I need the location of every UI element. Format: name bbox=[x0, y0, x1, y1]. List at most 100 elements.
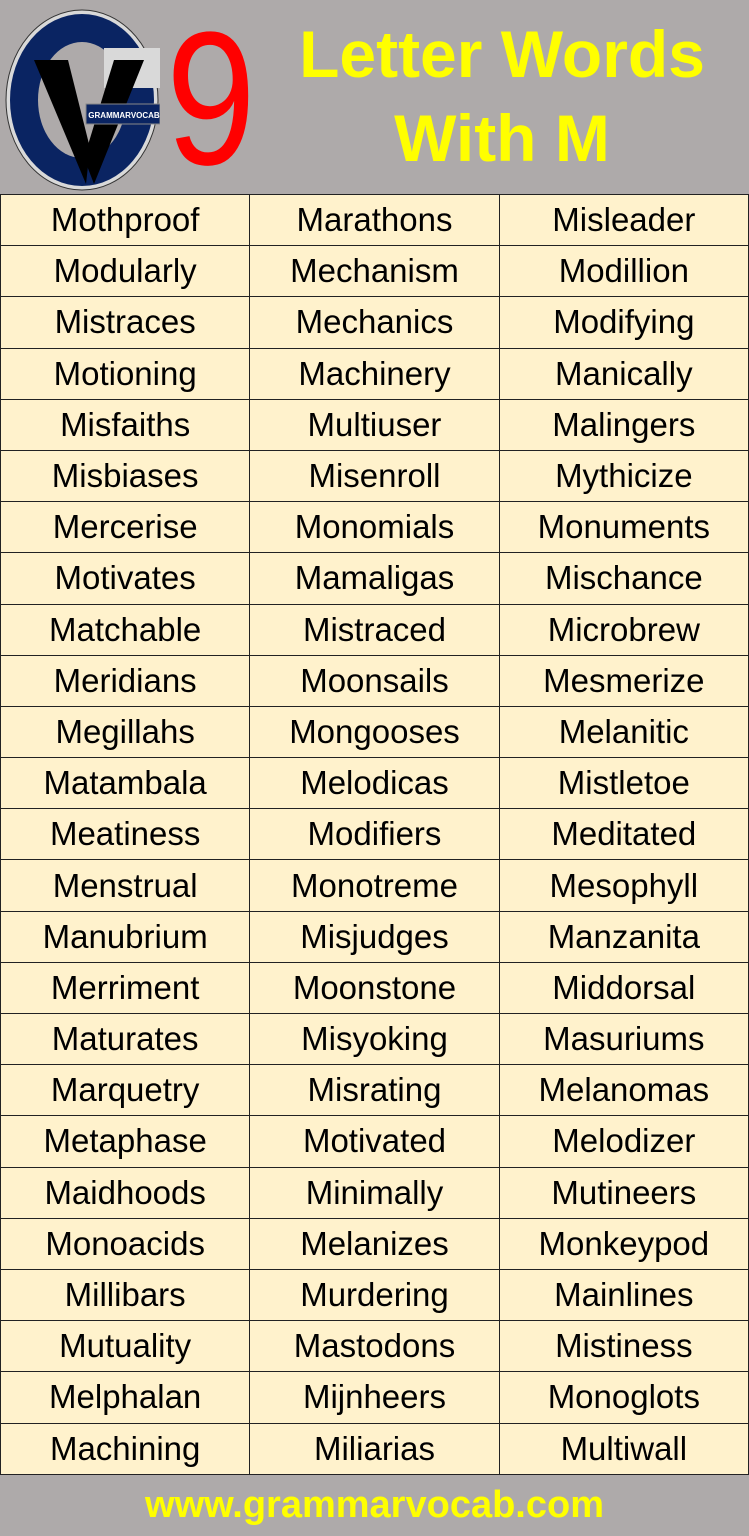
word-cell: Modifying bbox=[498, 296, 749, 349]
word-cell: Mythicize bbox=[498, 449, 749, 503]
word-cell: Megillahs bbox=[0, 705, 251, 759]
word-cell: Motivates bbox=[0, 552, 251, 605]
word-cell: Masuriums bbox=[498, 1012, 749, 1066]
word-cell: Mischance bbox=[498, 552, 749, 605]
word-cell: Machinery bbox=[249, 347, 500, 400]
table-row: Misbiases Misenroll Mythicize bbox=[0, 449, 749, 503]
grammarvocab-logo: GRAMMARVOCAB bbox=[5, 9, 160, 191]
word-cell: Mesophyll bbox=[498, 859, 749, 912]
table-row: Motioning Machinery Manically bbox=[0, 347, 749, 400]
table-row: Mercerise Monomials Monuments bbox=[0, 501, 749, 554]
word-cell: Mistletoe bbox=[498, 757, 749, 810]
word-cell: Manubrium bbox=[0, 910, 251, 963]
word-cell: Modifiers bbox=[249, 808, 500, 861]
table-row: Machining Miliarias Multiwall bbox=[0, 1422, 749, 1475]
table-row: Matchable Mistraced Microbrew bbox=[0, 603, 749, 656]
word-cell: Mainlines bbox=[498, 1268, 749, 1322]
word-cell: Millibars bbox=[0, 1268, 251, 1322]
word-cell: Middorsal bbox=[498, 961, 749, 1015]
word-cell: Monuments bbox=[498, 501, 749, 554]
word-cell: Malingers bbox=[498, 398, 749, 451]
word-cell: Mechanism bbox=[249, 245, 500, 298]
word-cell: Monomials bbox=[249, 501, 500, 554]
word-cell: Mistraced bbox=[249, 603, 500, 656]
word-cell: Melodizer bbox=[498, 1115, 749, 1168]
word-cell: Misrating bbox=[249, 1064, 500, 1117]
table-row: Matambala Melodicas Mistletoe bbox=[0, 757, 749, 810]
word-cell: Misyoking bbox=[249, 1012, 500, 1066]
word-cell: Misbiases bbox=[0, 449, 251, 503]
word-cell: Melanizes bbox=[249, 1217, 500, 1270]
word-cell: Mistraces bbox=[0, 296, 251, 349]
table-row: Millibars Murdering Mainlines bbox=[0, 1268, 749, 1322]
word-cell: Manzanita bbox=[498, 910, 749, 963]
word-cell: Misfaiths bbox=[0, 398, 251, 451]
word-cell: Meatiness bbox=[0, 808, 251, 861]
word-cell: Mistiness bbox=[498, 1320, 749, 1373]
word-cell: Metaphase bbox=[0, 1115, 251, 1168]
title-line-1: Letter Words bbox=[299, 17, 705, 91]
word-cell: Monkeypod bbox=[498, 1217, 749, 1270]
word-cell: Manically bbox=[498, 347, 749, 400]
table-row: Menstrual Monotreme Mesophyll bbox=[0, 859, 749, 912]
word-cell: Mesmerize bbox=[498, 654, 749, 707]
word-cell: Meridians bbox=[0, 654, 251, 707]
title-number: 9 bbox=[166, 0, 256, 205]
word-cell: Murdering bbox=[249, 1268, 500, 1322]
table-row: Monoacids Melanizes Monkeypod bbox=[0, 1217, 749, 1270]
word-cell: Maturates bbox=[0, 1012, 251, 1066]
table-row: Meridians Moonsails Mesmerize bbox=[0, 654, 749, 707]
table-row: Mothproof Marathons Misleader bbox=[0, 193, 749, 247]
table-row: Marquetry Misrating Melanomas bbox=[0, 1064, 749, 1117]
word-cell: Mongooses bbox=[249, 705, 500, 759]
word-cell: Menstrual bbox=[0, 859, 251, 912]
table-row: Manubrium Misjudges Manzanita bbox=[0, 910, 749, 963]
word-cell: Minimally bbox=[249, 1166, 500, 1219]
word-cell: Multiwall bbox=[498, 1422, 749, 1475]
word-cell: Motioning bbox=[0, 347, 251, 400]
word-cell: Mothproof bbox=[0, 193, 251, 247]
word-cell: Mechanics bbox=[249, 296, 500, 349]
word-cell: Monoacids bbox=[0, 1217, 251, 1270]
word-cell: Microbrew bbox=[498, 603, 749, 656]
word-cell: Moonstone bbox=[249, 961, 500, 1015]
word-cell: Machining bbox=[0, 1422, 251, 1475]
svg-text:GRAMMARVOCAB: GRAMMARVOCAB bbox=[88, 111, 160, 120]
table-row: Melphalan Mijnheers Monoglots bbox=[0, 1371, 749, 1424]
word-cell: Merriment bbox=[0, 961, 251, 1015]
word-cell: Melodicas bbox=[249, 757, 500, 810]
table-row: Maidhoods Minimally Mutineers bbox=[0, 1166, 749, 1219]
table-row: Mutuality Mastodons Mistiness bbox=[0, 1320, 749, 1373]
word-cell: Misenroll bbox=[249, 449, 500, 503]
word-cell: Multiuser bbox=[249, 398, 500, 451]
word-cell: Miliarias bbox=[249, 1422, 500, 1475]
word-cell: Monotreme bbox=[249, 859, 500, 912]
word-cell: Meditated bbox=[498, 808, 749, 861]
word-cell: Mastodons bbox=[249, 1320, 500, 1373]
word-cell: Marathons bbox=[249, 193, 500, 247]
word-cell: Moonsails bbox=[249, 654, 500, 707]
table-row: Misfaiths Multiuser Malingers bbox=[0, 398, 749, 451]
website-footer: www.grammarvocab.com bbox=[0, 1475, 749, 1536]
table-row: Merriment Moonstone Middorsal bbox=[0, 961, 749, 1015]
table-row: Modularly Mechanism Modillion bbox=[0, 245, 749, 298]
word-table: Mothproof Marathons Misleader Modularly Mech… bbox=[0, 193, 749, 1475]
word-cell: Melphalan bbox=[0, 1371, 251, 1424]
word-cell: Melanitic bbox=[498, 705, 749, 759]
word-cell: Maidhoods bbox=[0, 1166, 251, 1219]
word-cell: Mutineers bbox=[498, 1166, 749, 1219]
word-cell: Mutuality bbox=[0, 1320, 251, 1373]
word-cell: Modillion bbox=[498, 245, 749, 298]
word-cell: Motivated bbox=[249, 1115, 500, 1168]
word-cell: Marquetry bbox=[0, 1064, 251, 1117]
word-cell: Melanomas bbox=[498, 1064, 749, 1117]
table-row: Mistraces Mechanics Modifying bbox=[0, 296, 749, 349]
table-row: Maturates Misyoking Masuriums bbox=[0, 1012, 749, 1066]
word-cell: Modularly bbox=[0, 245, 251, 298]
word-cell: Matambala bbox=[0, 757, 251, 810]
title-line-2: With M bbox=[394, 101, 610, 175]
table-row: Megillahs Mongooses Melanitic bbox=[0, 705, 749, 759]
word-cell: Misleader bbox=[498, 193, 749, 247]
word-cell: Mamaligas bbox=[249, 552, 500, 605]
table-row: Meatiness Modifiers Meditated bbox=[0, 808, 749, 861]
